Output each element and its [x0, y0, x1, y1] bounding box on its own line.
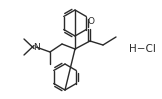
- Text: N: N: [33, 42, 39, 51]
- Text: O: O: [87, 17, 94, 26]
- Text: H−Cl: H−Cl: [129, 44, 155, 54]
